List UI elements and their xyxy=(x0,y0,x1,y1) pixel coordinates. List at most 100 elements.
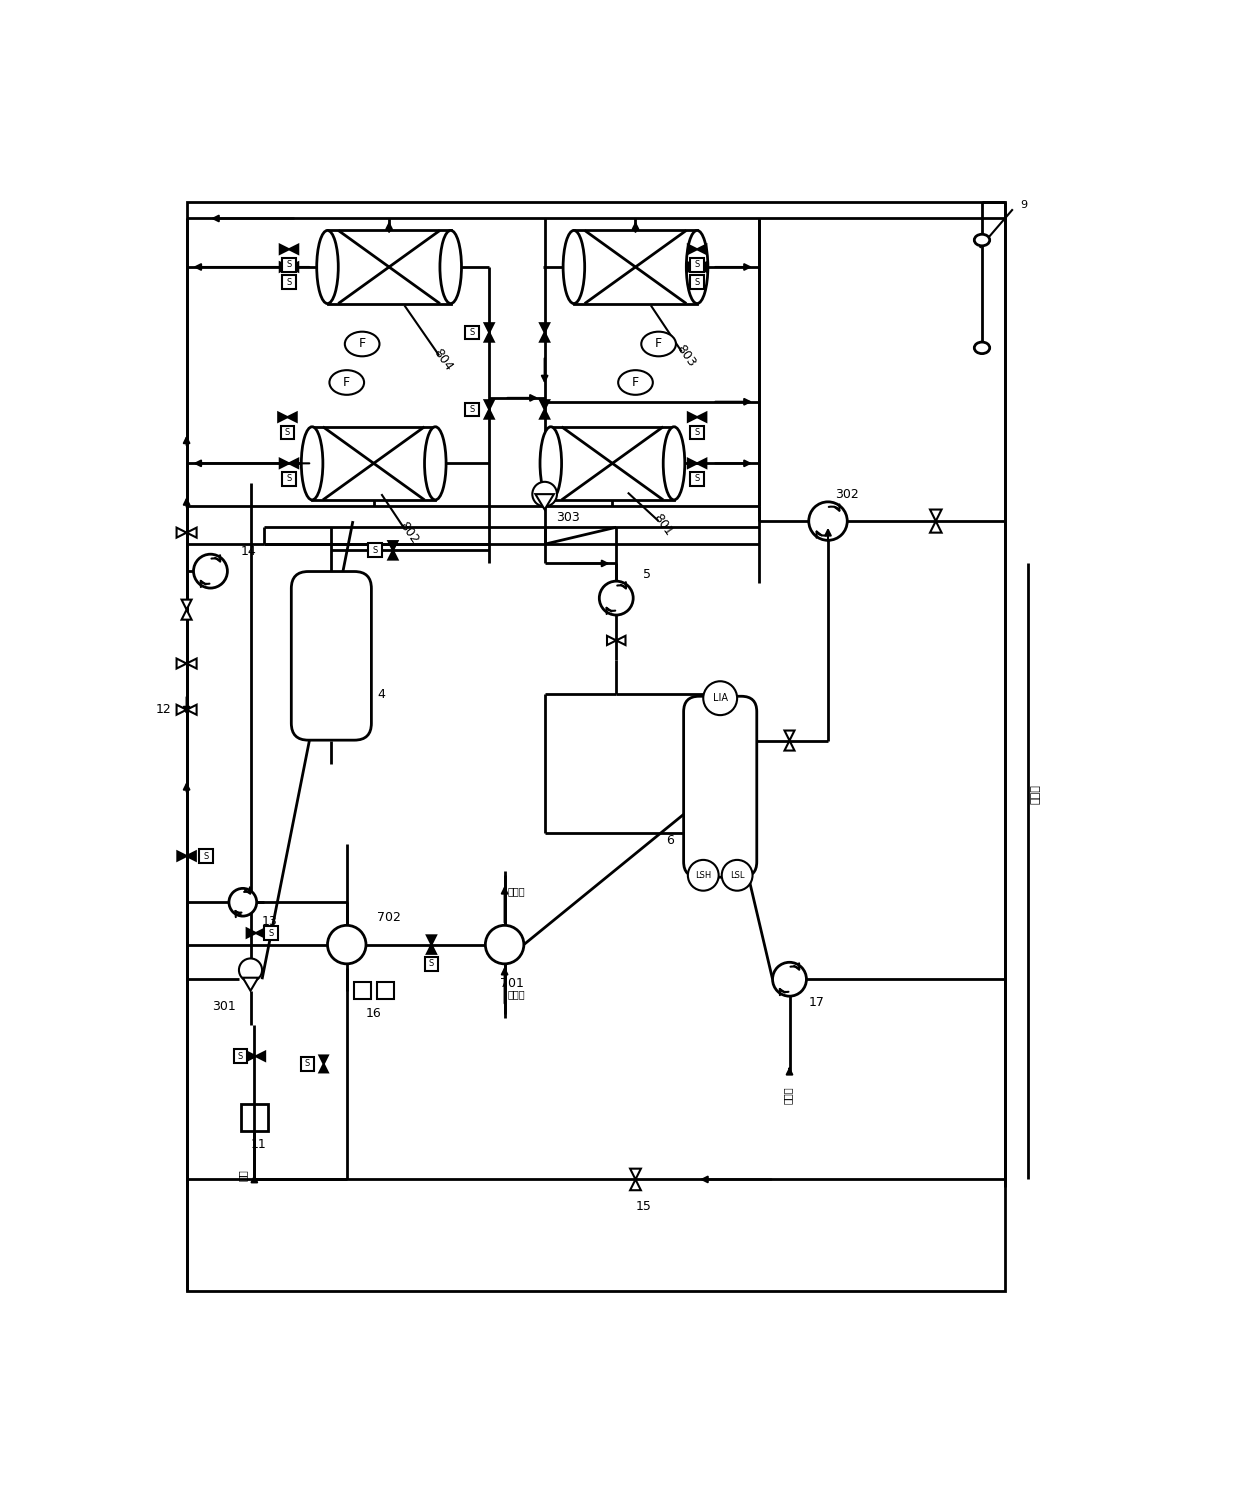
Polygon shape xyxy=(186,528,197,538)
Text: 11: 11 xyxy=(250,1138,267,1151)
Polygon shape xyxy=(485,400,494,409)
Polygon shape xyxy=(280,458,289,468)
Polygon shape xyxy=(255,928,265,938)
Polygon shape xyxy=(247,928,255,938)
FancyBboxPatch shape xyxy=(291,571,372,741)
Polygon shape xyxy=(930,510,941,520)
Text: S: S xyxy=(269,928,274,937)
Polygon shape xyxy=(697,458,707,468)
Text: 17: 17 xyxy=(808,996,825,1008)
Polygon shape xyxy=(181,599,192,610)
Polygon shape xyxy=(785,730,795,741)
Text: 来气: 来气 xyxy=(238,1170,248,1182)
Polygon shape xyxy=(785,741,795,751)
Text: LSL: LSL xyxy=(730,871,744,880)
Bar xyxy=(424,958,439,971)
Text: 6: 6 xyxy=(666,834,675,848)
Text: 303: 303 xyxy=(556,510,579,523)
Text: F: F xyxy=(632,376,639,390)
Text: 冷凝水: 冷凝水 xyxy=(507,990,525,999)
Text: LSH: LSH xyxy=(696,871,712,880)
Polygon shape xyxy=(176,659,186,669)
Polygon shape xyxy=(697,412,707,422)
Circle shape xyxy=(703,681,737,715)
Polygon shape xyxy=(255,1051,265,1060)
Polygon shape xyxy=(176,705,186,715)
Bar xyxy=(281,275,296,290)
Bar xyxy=(186,202,1006,1291)
Polygon shape xyxy=(541,323,549,333)
Polygon shape xyxy=(280,245,289,254)
Circle shape xyxy=(485,925,523,964)
Polygon shape xyxy=(630,1169,641,1179)
Text: 801: 801 xyxy=(650,512,675,538)
Polygon shape xyxy=(388,541,398,550)
Polygon shape xyxy=(289,262,299,272)
Text: 804: 804 xyxy=(430,346,455,373)
Polygon shape xyxy=(288,412,296,422)
Text: S: S xyxy=(469,329,474,338)
Ellipse shape xyxy=(316,230,339,303)
Ellipse shape xyxy=(345,332,379,357)
Bar xyxy=(264,926,278,940)
Bar xyxy=(465,326,479,339)
Text: 来中楼: 来中楼 xyxy=(782,1086,792,1103)
Polygon shape xyxy=(320,1056,327,1063)
Text: 4: 4 xyxy=(377,688,386,700)
Bar xyxy=(281,471,296,486)
Ellipse shape xyxy=(440,230,461,303)
Text: F: F xyxy=(655,338,662,351)
Text: LIA: LIA xyxy=(713,693,728,703)
Bar xyxy=(241,1105,268,1132)
Ellipse shape xyxy=(619,370,652,396)
Polygon shape xyxy=(688,262,697,272)
Circle shape xyxy=(327,925,366,964)
Ellipse shape xyxy=(330,370,365,396)
Text: S: S xyxy=(203,852,208,861)
Ellipse shape xyxy=(975,235,990,245)
Polygon shape xyxy=(177,852,186,861)
Text: 12: 12 xyxy=(155,703,171,717)
Text: F: F xyxy=(343,376,351,390)
Text: S: S xyxy=(373,546,378,555)
Polygon shape xyxy=(320,1063,327,1072)
Bar xyxy=(198,849,213,862)
Text: S: S xyxy=(286,278,291,287)
Bar xyxy=(377,983,394,999)
Polygon shape xyxy=(186,852,196,861)
Text: S: S xyxy=(286,260,291,269)
Polygon shape xyxy=(930,520,941,532)
Text: 301: 301 xyxy=(212,999,236,1013)
Polygon shape xyxy=(427,944,436,953)
Polygon shape xyxy=(616,636,625,645)
Ellipse shape xyxy=(663,427,684,500)
Text: S: S xyxy=(694,260,699,269)
Text: 来件楼: 来件楼 xyxy=(1030,785,1040,804)
Polygon shape xyxy=(181,610,192,620)
Text: S: S xyxy=(694,474,699,483)
Polygon shape xyxy=(186,705,197,715)
Text: 13: 13 xyxy=(262,915,278,928)
Polygon shape xyxy=(176,528,186,538)
Text: S: S xyxy=(238,1051,243,1060)
Text: S: S xyxy=(429,959,434,968)
Text: 14: 14 xyxy=(241,546,257,559)
Circle shape xyxy=(688,859,719,891)
Text: S: S xyxy=(469,404,474,413)
Polygon shape xyxy=(485,333,494,342)
Polygon shape xyxy=(630,1179,641,1190)
Polygon shape xyxy=(289,458,299,468)
Circle shape xyxy=(773,962,806,996)
Polygon shape xyxy=(280,262,289,272)
Polygon shape xyxy=(247,1051,255,1060)
Circle shape xyxy=(193,555,227,587)
Bar xyxy=(574,230,697,303)
Text: 803: 803 xyxy=(673,342,698,369)
Text: 蒸汽水: 蒸汽水 xyxy=(507,886,525,895)
Bar xyxy=(281,257,296,272)
Circle shape xyxy=(229,888,257,916)
FancyBboxPatch shape xyxy=(683,696,756,877)
Ellipse shape xyxy=(563,230,585,303)
Ellipse shape xyxy=(641,332,676,357)
Polygon shape xyxy=(243,977,258,990)
